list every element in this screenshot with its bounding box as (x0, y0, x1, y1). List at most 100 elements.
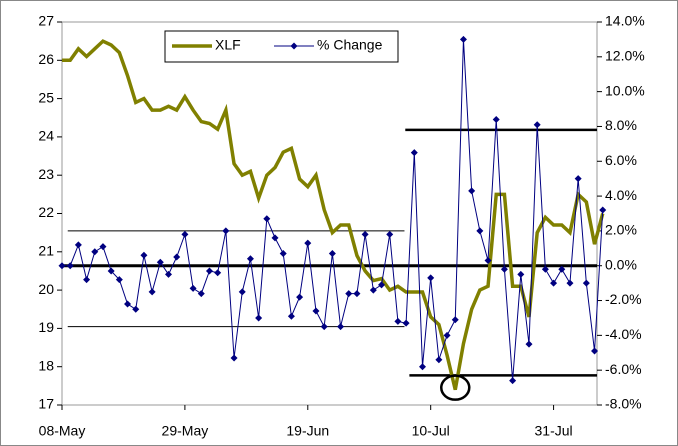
data-marker (550, 279, 558, 287)
data-marker (418, 363, 426, 371)
data-marker (574, 175, 582, 183)
y-tick-label: 21 (38, 243, 54, 259)
legend-label: % Change (317, 37, 383, 53)
data-marker (279, 250, 287, 258)
y2-tick-label: 2.0% (605, 222, 637, 238)
y-tick-label: 19 (38, 319, 54, 335)
data-marker (189, 284, 197, 292)
data-marker (205, 267, 213, 275)
y2-tick-label: 12.0% (605, 48, 645, 64)
data-marker (107, 267, 115, 275)
data-marker (599, 206, 607, 214)
data-marker (156, 258, 164, 266)
data-marker (83, 276, 91, 284)
data-marker (582, 279, 590, 287)
data-marker (222, 227, 230, 235)
y2-tick-label: -2.0% (605, 291, 642, 307)
y2-tick-label: 4.0% (605, 187, 637, 203)
data-marker (214, 269, 222, 277)
data-marker (361, 230, 369, 238)
y2-tick-label: -6.0% (605, 361, 642, 377)
data-marker (386, 230, 394, 238)
x-tick-label: 10-Jul (412, 423, 450, 439)
data-marker (312, 307, 320, 315)
data-marker (197, 290, 205, 298)
data-marker (132, 305, 140, 313)
data-marker (246, 255, 254, 263)
annotation-circle (440, 374, 471, 401)
data-marker (320, 323, 328, 331)
y2-tick-label: 14.0% (605, 13, 645, 29)
data-marker (378, 281, 386, 289)
data-marker (451, 316, 459, 324)
data-marker (99, 243, 107, 251)
data-marker (410, 149, 418, 157)
data-marker (255, 314, 263, 322)
data-marker (509, 377, 517, 385)
data-marker (66, 262, 74, 270)
data-marker (459, 35, 467, 43)
data-marker (435, 356, 443, 364)
y2-tick-label: 10.0% (605, 82, 645, 98)
data-marker (492, 115, 500, 123)
y2-tick-label: 6.0% (605, 152, 637, 168)
data-marker (58, 262, 66, 270)
legend-marker (290, 42, 298, 50)
data-marker (558, 265, 566, 273)
data-marker (74, 241, 82, 249)
y-tick-label: 23 (38, 166, 54, 182)
data-marker (500, 265, 508, 273)
y-tick-label: 26 (38, 51, 54, 67)
data-marker (115, 276, 123, 284)
data-marker (427, 274, 435, 282)
x-tick-label: 19-Jun (286, 423, 329, 439)
x-tick-label: 29-May (162, 423, 209, 439)
plot-area (61, 21, 598, 406)
data-marker (476, 227, 484, 235)
data-marker (148, 288, 156, 296)
y2-tick-label: 8.0% (605, 117, 637, 133)
data-marker (337, 323, 345, 331)
data-marker (566, 279, 574, 287)
data-marker (533, 121, 541, 129)
data-marker (124, 300, 132, 308)
data-marker (181, 230, 189, 238)
data-marker (91, 248, 99, 256)
series-line (62, 39, 605, 391)
y2-tick-label: -8.0% (605, 396, 642, 412)
y-tick-label: 25 (38, 89, 54, 105)
data-marker (165, 270, 173, 278)
y2-tick-label: 0.0% (605, 256, 637, 272)
data-marker (517, 270, 525, 278)
data-marker (369, 286, 377, 294)
data-marker (296, 293, 304, 301)
data-marker (238, 288, 246, 296)
data-marker (591, 347, 599, 355)
data-marker (328, 250, 336, 258)
legend: XLF % Change (164, 30, 399, 63)
data-marker (443, 331, 451, 339)
y-tick-label: 18 (38, 357, 54, 373)
y-tick-label: 17 (38, 396, 54, 412)
x-tick-label: 08-May (39, 423, 86, 439)
y-tick-label: 27 (38, 13, 54, 29)
legend-label: XLF (215, 37, 241, 53)
data-marker (468, 187, 476, 195)
data-marker (402, 319, 410, 327)
data-marker (484, 257, 492, 265)
data-marker (271, 234, 279, 242)
data-marker (525, 340, 533, 348)
data-marker (287, 312, 295, 320)
data-marker (230, 354, 238, 362)
y-tick-label: 24 (38, 128, 54, 144)
data-marker (353, 290, 361, 298)
y-tick-label: 20 (38, 281, 54, 297)
data-marker (345, 290, 353, 298)
data-marker (394, 317, 402, 325)
y-tick-label: 22 (38, 204, 54, 220)
y2-tick-label: -4.0% (605, 326, 642, 342)
data-marker (263, 215, 271, 223)
data-marker (304, 239, 312, 247)
x-tick-label: 31-Jul (535, 423, 573, 439)
